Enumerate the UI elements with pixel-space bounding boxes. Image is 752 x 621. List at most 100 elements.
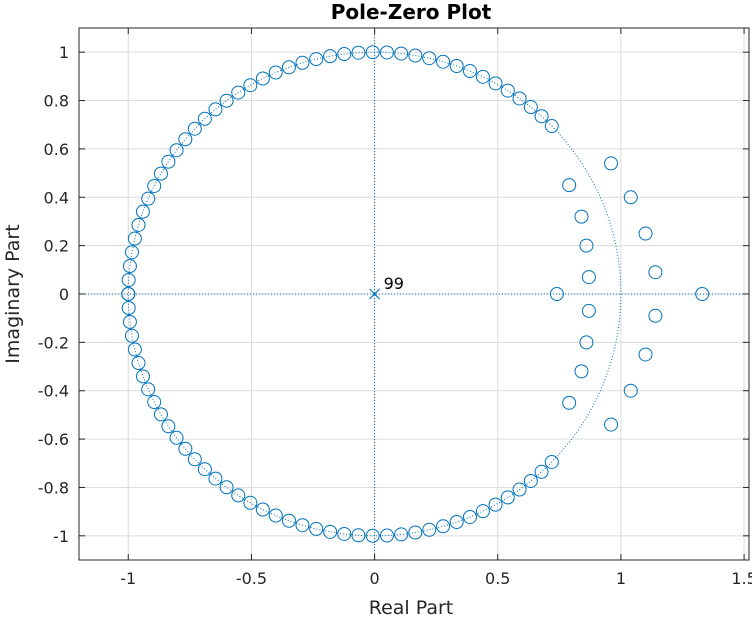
pole-multiplicity-label: 99 [384,274,404,293]
zero-marker [141,382,156,397]
y-tick-label: 0.2 [44,237,69,256]
zero-marker [208,471,223,486]
zero-marker [422,51,437,66]
y-tick-label: -0.6 [38,430,69,449]
y-tick-label: -1 [53,527,69,546]
zero-marker [197,111,212,126]
x-axis-ticks: -1 -0.5 0 0.5 1 1.5 [120,28,752,588]
zero-marker [153,407,168,422]
zero-marker [544,454,559,469]
zero-marker [122,314,137,329]
y-tick-label: 0.6 [44,140,69,159]
y-tick-label: 1 [59,43,69,62]
y-axis-label: Imaginary Part [2,224,24,363]
zero-marker [500,490,515,505]
zero-marker [579,238,594,253]
zero-marker [394,46,409,61]
y-tick-label: 0 [59,285,69,304]
zero-marker [365,45,380,60]
zero-marker [295,518,310,533]
zero-marker [231,85,246,100]
zero-marker [243,495,258,510]
pole-marker-stroke [369,288,381,300]
zero-marker [127,231,142,246]
zero-marker [153,166,168,181]
zero-marker [255,71,270,86]
pole-marker [369,288,381,300]
zero-marker [562,395,577,410]
zero-marker [695,287,710,301]
zero-marker [309,52,324,67]
zero-marker [243,78,258,93]
zero-marker [408,525,423,540]
unit-circle [127,51,622,537]
zero-marker [579,335,594,350]
zero-marker [169,143,184,158]
zero-marker [623,190,638,205]
guide-lines [79,28,749,560]
zero-marker [122,259,137,274]
zero-marker [161,419,176,434]
zero-marker [121,287,136,301]
zero-marker [581,303,596,318]
zero-marker [323,524,338,539]
zero-marker [169,430,184,445]
zero-marker [268,508,283,523]
zero-marker [187,121,202,136]
poles-series [369,288,381,300]
zero-marker [135,204,150,219]
zero-marker [574,364,589,379]
zero-marker [219,93,234,108]
zero-marker [604,417,619,432]
zero-marker [462,509,477,524]
y-tick-label: -0.8 [38,478,69,497]
zero-marker [500,83,515,98]
zero-marker [161,154,176,169]
x-axis-label: Real Part [369,597,454,619]
zero-marker [281,513,296,528]
zero-marker [534,464,549,479]
zero-marker [523,100,538,115]
zero-marker [295,55,310,70]
zero-marker [462,64,477,79]
zero-marker [337,526,352,541]
zero-marker [604,156,619,171]
zero-marker [131,356,146,371]
zero-marker [512,482,527,497]
zero-marker [219,480,234,495]
y-tick-label: 0.4 [44,188,69,207]
zero-marker [337,47,352,62]
zero-marker [141,191,156,206]
x-tick-label: 0.5 [485,569,510,588]
zero-marker [121,273,136,288]
zero-marker [323,49,338,64]
x-tick-label: -0.5 [236,569,267,588]
y-tick-label: -0.2 [38,333,69,352]
zero-marker [351,45,366,60]
zero-marker [394,527,409,542]
zero-marker [147,178,162,193]
y-axis-ticks: 1 0.8 0.6 0.4 0.2 0 -0.2 -0.4 -0.6 -0.8 -1 [38,43,749,546]
zero-marker [544,119,559,134]
zero-marker [127,342,142,357]
zero-marker [197,462,212,477]
zero-marker [121,300,136,315]
zero-marker [178,441,193,456]
zero-marker [268,65,283,80]
zero-marker [187,452,202,467]
y-tick-label: 0.8 [44,92,69,111]
zero-marker [124,328,139,343]
x-tick-label: -1 [120,569,136,588]
zero-marker [581,270,596,285]
zero-marker [255,502,270,517]
zero-marker [449,59,464,74]
zero-marker [281,60,296,75]
zero-marker [549,287,564,301]
zero-marker [648,308,663,323]
zero-marker [135,369,150,384]
zero-marker [449,514,464,529]
zero-marker [638,226,653,241]
zero-marker [231,488,246,503]
zero-marker [379,528,394,543]
